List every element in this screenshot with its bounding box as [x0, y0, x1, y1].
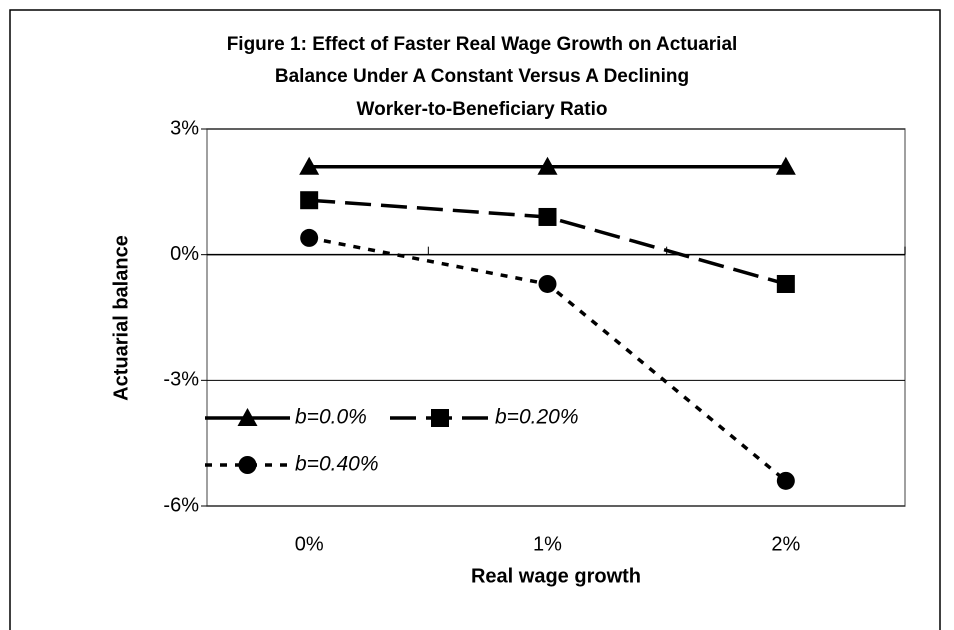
marker: [538, 207, 557, 226]
marker: [300, 228, 319, 247]
series-line: [308, 236, 787, 483]
legend-label: b=0.20%: [495, 406, 579, 429]
y-tick-label: -6%: [163, 494, 199, 516]
marker: [776, 471, 795, 490]
marker: [537, 156, 558, 175]
marker: [538, 274, 557, 293]
marker: [775, 156, 796, 175]
legend-label: b=0.0%: [295, 406, 367, 429]
legend-label: b=0.40%: [295, 453, 379, 476]
marker: [300, 191, 319, 210]
y-tick-label: 0%: [170, 243, 199, 265]
marker: [776, 274, 795, 293]
chart-title: Worker-to-Beneficiary Ratio: [357, 99, 608, 120]
x-tick-label: 2%: [771, 533, 800, 555]
marker: [299, 156, 320, 175]
marker: [431, 409, 449, 427]
y-axis-label: Actuarial balance: [110, 235, 132, 401]
chart-frame: [9, 9, 941, 630]
chart-title: Figure 1: Effect of Faster Real Wage Gro…: [227, 34, 738, 55]
marker: [237, 408, 258, 426]
y-tick-label: -3%: [163, 369, 199, 391]
y-tick-label: 3%: [170, 117, 199, 139]
x-axis-label: Real wage growth: [471, 565, 641, 587]
chart-title: Balance Under A Constant Versus A Declin…: [275, 66, 689, 87]
marker: [238, 456, 257, 474]
x-tick-label: 1%: [533, 533, 562, 555]
plot-area: [206, 128, 906, 507]
x-tick-label: 0%: [295, 533, 324, 555]
